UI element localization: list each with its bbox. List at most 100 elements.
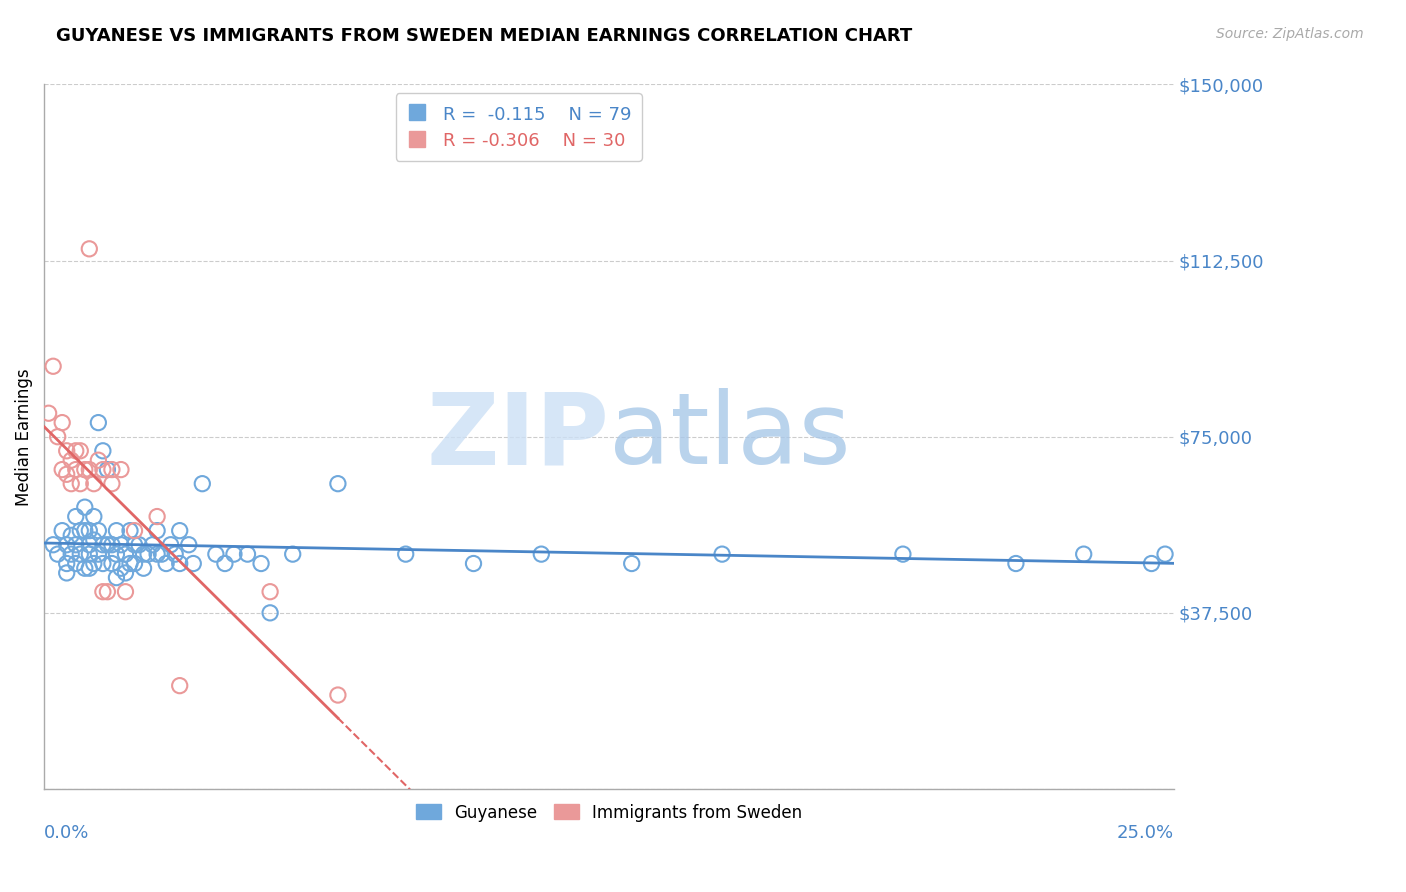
Point: [169, 557, 191, 571]
Point: [118, 557, 141, 571]
Point: [159, 538, 181, 552]
Point: [181, 557, 204, 571]
Point: [42, 359, 65, 374]
Point: [69, 476, 91, 491]
Text: GUYANESE VS IMMIGRANTS FROM SWEDEN MEDIAN EARNINGS CORRELATION CHART: GUYANESE VS IMMIGRANTS FROM SWEDEN MEDIA…: [56, 27, 912, 45]
Point: [65, 462, 87, 476]
Point: [91, 584, 114, 599]
Text: ZIP: ZIP: [426, 388, 609, 485]
Point: [395, 547, 418, 561]
Point: [51, 416, 73, 430]
Point: [79, 547, 101, 561]
Point: [169, 524, 191, 538]
Point: [1140, 557, 1163, 571]
Point: [96, 584, 118, 599]
Point: [101, 557, 124, 571]
Point: [83, 533, 105, 547]
Point: [169, 679, 191, 693]
Point: [55, 557, 77, 571]
Point: [205, 547, 228, 561]
Point: [177, 538, 200, 552]
Point: [1154, 547, 1177, 561]
Point: [96, 538, 118, 552]
Point: [96, 462, 118, 476]
Point: [128, 538, 150, 552]
Point: [73, 462, 96, 476]
Point: [146, 509, 169, 524]
Point: [114, 584, 136, 599]
Point: [114, 566, 136, 580]
Point: [150, 547, 173, 561]
Point: [73, 561, 96, 575]
Point: [60, 453, 83, 467]
Point: [259, 606, 281, 620]
Point: [69, 524, 91, 538]
Point: [236, 547, 259, 561]
Point: [55, 443, 77, 458]
Point: [222, 547, 245, 561]
Point: [142, 538, 165, 552]
Point: [55, 538, 77, 552]
Point: [214, 557, 236, 571]
Point: [101, 538, 124, 552]
Point: [79, 524, 101, 538]
Point: [105, 524, 128, 538]
Point: [1073, 547, 1095, 561]
Point: [463, 557, 485, 571]
Legend: Guyanese, Immigrants from Sweden: Guyanese, Immigrants from Sweden: [408, 796, 811, 830]
Point: [101, 476, 124, 491]
Point: [79, 561, 101, 575]
Point: [110, 462, 132, 476]
Text: Source: ZipAtlas.com: Source: ZipAtlas.com: [1216, 27, 1364, 41]
Point: [87, 547, 110, 561]
Point: [83, 509, 105, 524]
Text: atlas: atlas: [609, 388, 851, 485]
Point: [1005, 557, 1028, 571]
Point: [620, 557, 643, 571]
Point: [65, 509, 87, 524]
Y-axis label: Median Earnings: Median Earnings: [15, 368, 32, 506]
Point: [91, 557, 114, 571]
Point: [146, 547, 169, 561]
Point: [79, 538, 101, 552]
Point: [60, 528, 83, 542]
Point: [73, 500, 96, 515]
Point: [250, 557, 273, 571]
Point: [165, 547, 187, 561]
Point: [42, 538, 65, 552]
Point: [326, 688, 349, 702]
Point: [79, 462, 101, 476]
Point: [101, 462, 124, 476]
Point: [46, 547, 69, 561]
Point: [91, 462, 114, 476]
Point: [51, 524, 73, 538]
Point: [79, 242, 101, 256]
Point: [55, 467, 77, 482]
Point: [259, 584, 281, 599]
Point: [87, 416, 110, 430]
Point: [91, 443, 114, 458]
Text: 25.0%: 25.0%: [1116, 824, 1174, 842]
Point: [46, 430, 69, 444]
Point: [1171, 557, 1194, 571]
Point: [105, 547, 128, 561]
Point: [146, 524, 169, 538]
Point: [110, 538, 132, 552]
Text: 0.0%: 0.0%: [44, 824, 90, 842]
Point: [124, 557, 146, 571]
Point: [83, 476, 105, 491]
Point: [55, 566, 77, 580]
Point: [530, 547, 553, 561]
Point: [191, 476, 214, 491]
Point: [60, 476, 83, 491]
Point: [326, 476, 349, 491]
Point: [91, 538, 114, 552]
Point: [110, 561, 132, 575]
Point: [124, 524, 146, 538]
Point: [124, 538, 146, 552]
Point: [132, 561, 155, 575]
Point: [38, 406, 60, 420]
Point: [155, 557, 177, 571]
Point: [87, 453, 110, 467]
Point: [60, 547, 83, 561]
